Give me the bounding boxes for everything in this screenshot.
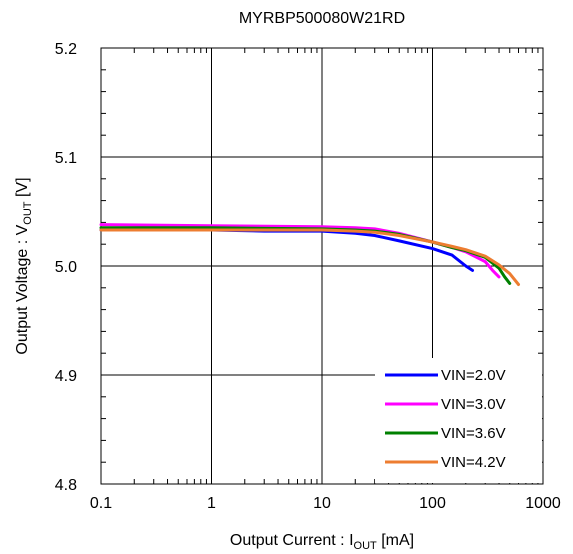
x-tick-labels: 0.1 1 10 100 1000	[90, 495, 561, 512]
x-tick-label: 1000	[525, 495, 561, 512]
chart-title: MYRBP500080W21RD	[239, 10, 405, 27]
legend: VIN=2.0V VIN=3.0V VIN=3.6V VIN=4.2V	[375, 358, 542, 483]
minor-ticks	[101, 48, 543, 484]
legend-label: VIN=3.0V	[441, 396, 506, 413]
y-tick-label: 5.0	[55, 259, 77, 276]
series-lines	[99, 223, 520, 286]
legend-label: VIN=4.2V	[441, 454, 506, 471]
legend-label: VIN=3.6V	[441, 425, 506, 442]
series-line	[99, 228, 474, 272]
series-line	[99, 226, 512, 285]
x-tick-label: 10	[313, 495, 331, 512]
y-axis-label: Output Voltage : VOUT [V]	[14, 177, 34, 354]
legend-label: VIN=2.0V	[441, 367, 506, 384]
y-tick-labels: 4.8 4.9 5.0 5.1 5.2	[55, 41, 77, 494]
plot-frame	[100, 47, 544, 485]
y-tick-label: 5.1	[55, 150, 77, 167]
y-tick-label: 5.2	[55, 41, 77, 58]
x-tick-label: 100	[419, 495, 446, 512]
y-tick-label: 4.9	[55, 368, 77, 385]
x-tick-label: 0.1	[90, 495, 112, 512]
x-tick-label: 1	[207, 495, 216, 512]
x-axis-label: Output Current : IOUT [mA]	[230, 532, 414, 552]
grid	[101, 48, 543, 484]
series-line	[99, 228, 520, 286]
y-tick-label: 4.8	[55, 477, 77, 494]
